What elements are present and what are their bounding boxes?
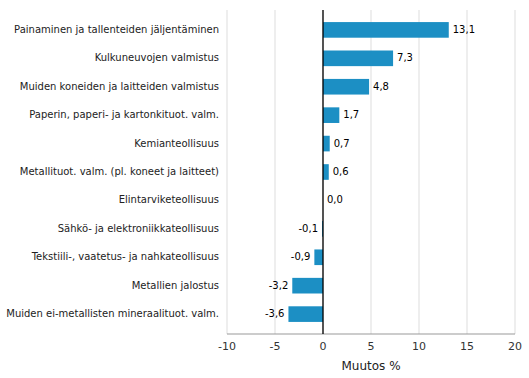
category-label: Kulkuneuvojen valmistus (95, 52, 219, 63)
tick-label: 0 (320, 340, 327, 353)
bar (323, 22, 449, 38)
data-label: -0,1 (299, 223, 319, 234)
bar (288, 306, 323, 322)
category-label: Muiden koneiden ja laitteiden valmistus (20, 81, 219, 92)
tick-label: 20 (508, 340, 522, 353)
bar (292, 278, 323, 294)
category-label: Kemianteollisuus (134, 138, 219, 149)
data-label: 4,8 (373, 81, 389, 92)
grid-line (419, 10, 420, 334)
category-label: Painaminen ja tallenteiden jäljentäminen (14, 24, 219, 35)
grid-line (515, 10, 516, 334)
grid (227, 10, 515, 334)
data-label: -3,6 (265, 308, 285, 319)
data-label: 0,0 (327, 194, 343, 205)
data-label: 13,1 (453, 24, 475, 35)
bar (323, 51, 393, 67)
bar (323, 79, 369, 95)
category-label: Metallituot. valm. (pl. koneet ja laitte… (20, 166, 219, 177)
grid-line (323, 10, 324, 334)
data-label: 0,6 (333, 166, 349, 177)
grid-line (467, 10, 468, 334)
tick-label: 5 (368, 340, 375, 353)
category-label: Sähkö- ja elektroniikkateollisuus (58, 223, 219, 234)
data-label: 1,7 (343, 109, 359, 120)
bar (314, 249, 323, 265)
data-label: 7,3 (397, 52, 413, 63)
data-label: 0,7 (334, 138, 350, 149)
tick-label: 15 (460, 340, 474, 353)
grid-line (227, 10, 228, 334)
x-axis-label: Muutos % (341, 359, 400, 373)
data-label: -3,2 (269, 280, 289, 291)
category-label: Tekstiili-, vaatetus- ja nahkateollisuus (31, 251, 219, 262)
category-label: Muiden ei-metallisten mineraalituot. val… (6, 308, 219, 319)
tick-label: -5 (270, 340, 281, 353)
data-label: -0,9 (291, 251, 311, 262)
category-label: Metallien jalostus (132, 280, 219, 291)
bar (323, 107, 339, 123)
tick-label: -10 (218, 340, 236, 353)
zero-line (322, 10, 323, 334)
chart: Muiden ei-metallisten mineraalituot. val… (0, 0, 529, 378)
bar (323, 136, 330, 152)
bars (288, 22, 448, 322)
category-label: Paperin, paperi- ja kartonkituot. valm. (29, 109, 219, 120)
category-label: Elintarviketeollisuus (119, 194, 219, 205)
tick-label: 10 (412, 340, 426, 353)
x-axis-line (227, 334, 515, 335)
bar (323, 164, 329, 180)
